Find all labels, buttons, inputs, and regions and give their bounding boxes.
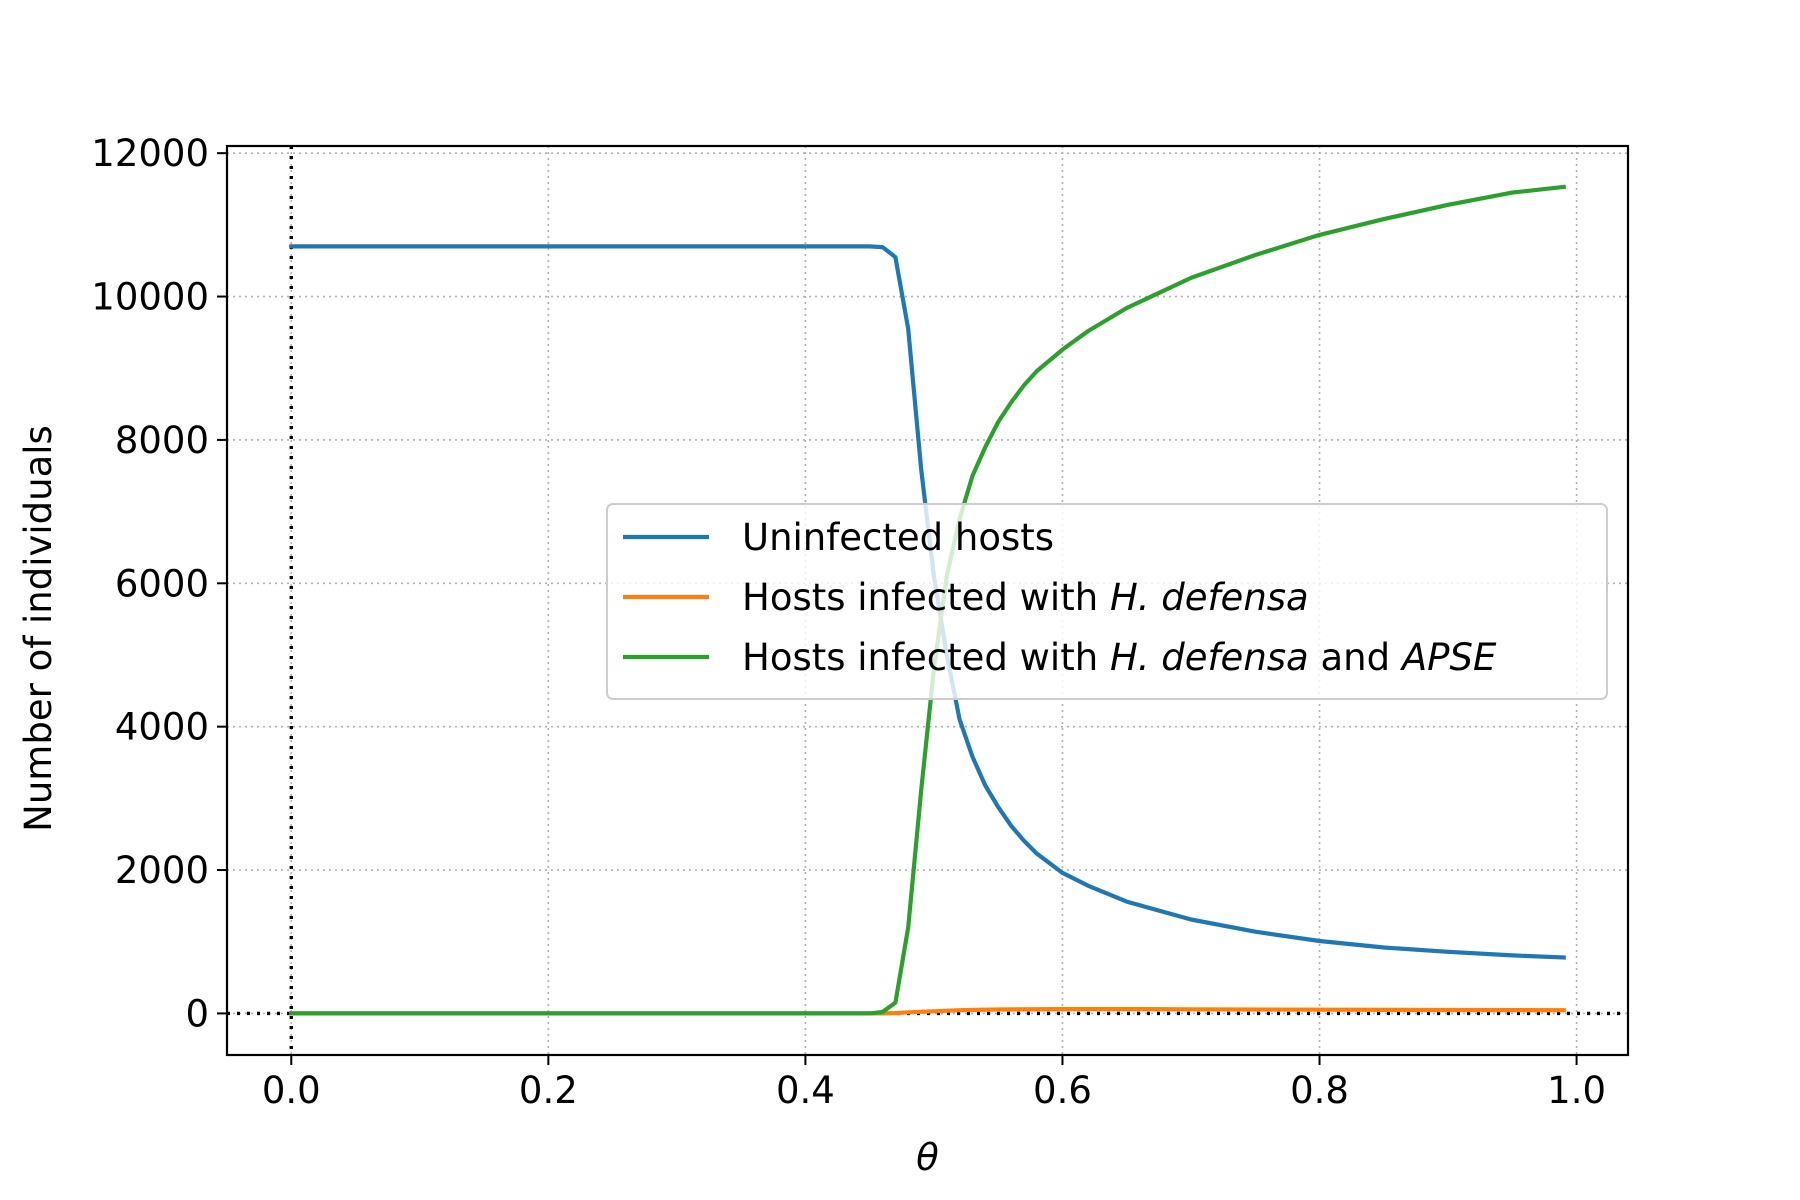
series-lines bbox=[289, 184, 1567, 1016]
y-tick-label: 10000 bbox=[91, 276, 209, 319]
legend-label-part: APSE bbox=[1400, 636, 1497, 679]
x-axis-label: θ bbox=[916, 1136, 939, 1179]
series-line-hd_apse bbox=[289, 184, 1567, 1016]
x-tick-label: 0.0 bbox=[262, 1069, 321, 1112]
legend-box bbox=[606, 503, 1608, 700]
x-tick-label: 0.6 bbox=[1033, 1069, 1092, 1112]
x-axis-ticks: 0.0 0.2 0.4 0.6 0.8 1.0 bbox=[262, 1055, 1606, 1112]
legend-label-part: Uninfected hosts bbox=[742, 516, 1054, 559]
y-tick-label: 8000 bbox=[115, 419, 209, 462]
legend-label-part: Hosts infected with bbox=[742, 636, 1110, 679]
legend-label-part: and bbox=[1309, 636, 1402, 679]
y-tick-label: 12000 bbox=[91, 132, 209, 175]
legend-label-hd: Hosts infected with H. defensa bbox=[742, 576, 1309, 619]
legend: Uninfected hosts Hosts infected with H. d… bbox=[606, 503, 1608, 700]
legend-label-hd_apse: Hosts infected with H. defensa and APSE bbox=[742, 636, 1497, 679]
y-tick-label: 6000 bbox=[115, 562, 209, 605]
series-line-uninfected bbox=[289, 244, 1566, 960]
legend-label-uninfected: Uninfected hosts bbox=[742, 516, 1054, 559]
plot-frame bbox=[225, 144, 1630, 1057]
y-tick-label: 4000 bbox=[115, 706, 209, 749]
y-tick-label: 0 bbox=[185, 992, 209, 1035]
x-tick-label: 1.0 bbox=[1547, 1069, 1606, 1112]
y-tick-label: 2000 bbox=[115, 849, 209, 892]
y-axis-label: Number of individuals bbox=[17, 425, 60, 832]
x-tick-label: 0.4 bbox=[776, 1069, 835, 1112]
x-tick-label: 0.2 bbox=[519, 1069, 578, 1112]
legend-label-part: H. defensa bbox=[1110, 576, 1309, 619]
legend-label-part: H. defensa bbox=[1110, 636, 1309, 679]
x-tick-label: 0.8 bbox=[1290, 1069, 1349, 1112]
y-axis-ticks: 0 2000 4000 6000 8000 10000 12000 bbox=[91, 132, 227, 1035]
legend-label-part: Hosts infected with bbox=[742, 576, 1110, 619]
